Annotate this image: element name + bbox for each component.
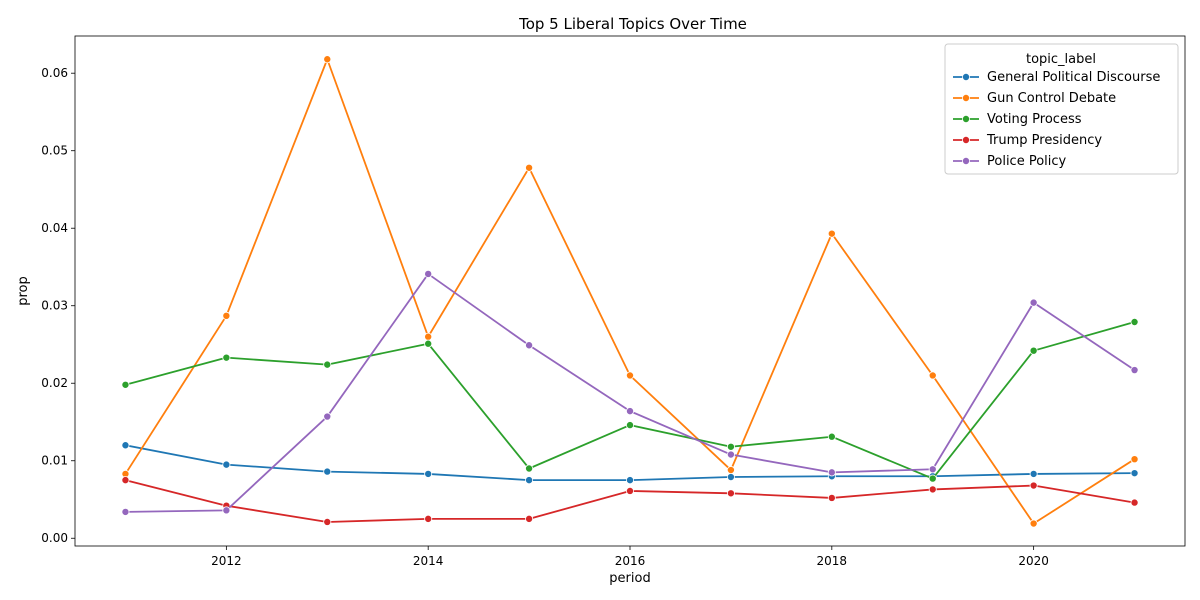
data-point	[928, 485, 937, 494]
x-tick-label: 2020	[1018, 554, 1049, 568]
series-voting-process	[121, 318, 1139, 483]
data-point	[222, 460, 231, 469]
legend: topic_label General Political Discourse G…	[944, 43, 1179, 175]
legend-label: Gun Control Debate	[987, 91, 1116, 106]
axes: 2012 2014 2016 2018 2020 0.00 0.01 0.02 0.03 0.04…	[41, 66, 1049, 568]
legend-item: General Political Discourse	[953, 70, 1160, 85]
data-point	[525, 464, 534, 473]
legend-marker	[962, 135, 971, 144]
series-line	[125, 321, 1135, 480]
data-point	[726, 489, 735, 498]
y-tick-label: 0.00	[41, 531, 68, 545]
series-police-policy	[121, 269, 1139, 516]
data-point	[1029, 346, 1038, 355]
data-point	[726, 450, 735, 459]
series-group	[121, 55, 1139, 528]
y-tick-label: 0.04	[41, 221, 68, 235]
legend-label: Trump Presidency	[986, 133, 1102, 148]
data-point	[121, 380, 130, 389]
data-point	[424, 332, 433, 341]
data-point	[424, 269, 433, 278]
legend-label: General Political Discourse	[987, 70, 1160, 85]
y-tick-label: 0.02	[41, 376, 68, 390]
data-point	[1130, 455, 1139, 464]
legend-marker	[962, 115, 971, 124]
data-point	[827, 432, 836, 441]
data-point	[424, 339, 433, 348]
series-general-political-discourse	[121, 441, 1139, 485]
data-point	[1130, 469, 1139, 478]
data-point	[827, 493, 836, 502]
data-point	[525, 341, 534, 350]
data-point	[525, 163, 534, 172]
x-tick-label: 2012	[211, 554, 242, 568]
y-tick-label: 0.03	[41, 299, 68, 313]
y-tick-label: 0.06	[41, 66, 68, 80]
data-point	[323, 412, 332, 421]
legend-title: topic_label	[1026, 52, 1096, 67]
data-point	[1130, 498, 1139, 507]
legend-marker	[962, 94, 971, 103]
data-point	[1029, 481, 1038, 490]
x-tick-label: 2016	[615, 554, 646, 568]
data-point	[424, 469, 433, 478]
data-point	[222, 506, 231, 515]
series-gun-control-debate	[121, 55, 1139, 528]
x-axis-label: period	[609, 571, 650, 586]
data-point	[121, 476, 130, 485]
data-point	[726, 442, 735, 451]
data-point	[928, 474, 937, 483]
legend-label: Voting Process	[987, 112, 1082, 127]
legend-item: Gun Control Debate	[953, 91, 1116, 106]
plot-frame	[74, 35, 1186, 547]
data-point	[1029, 298, 1038, 307]
data-point	[626, 371, 635, 380]
data-point	[827, 229, 836, 238]
data-point	[525, 514, 534, 523]
chart-title: Top 5 Liberal Topics Over Time	[518, 15, 747, 33]
data-point	[1130, 318, 1139, 327]
series-line	[125, 479, 1135, 523]
legend-item: Trump Presidency	[953, 133, 1102, 148]
data-point	[121, 507, 130, 516]
data-point	[323, 55, 332, 64]
legend-label: Police Policy	[987, 154, 1067, 169]
data-point	[121, 441, 130, 450]
data-point	[1029, 469, 1038, 478]
data-point	[726, 466, 735, 475]
y-tick-label: 0.01	[41, 454, 68, 468]
data-point	[424, 514, 433, 523]
data-point	[525, 476, 534, 485]
data-point	[323, 360, 332, 369]
legend-marker	[962, 73, 971, 82]
y-axis-label: prop	[16, 276, 31, 306]
data-point	[626, 407, 635, 416]
data-point	[222, 311, 231, 320]
x-tick-label: 2018	[817, 554, 848, 568]
data-point	[626, 486, 635, 495]
data-point	[626, 476, 635, 485]
data-point	[323, 467, 332, 476]
data-point	[626, 421, 635, 430]
legend-item: Voting Process	[953, 112, 1082, 127]
data-point	[928, 371, 937, 380]
data-point	[928, 465, 937, 474]
data-point	[222, 353, 231, 362]
y-tick-label: 0.05	[41, 144, 68, 158]
data-point	[323, 517, 332, 526]
data-point	[827, 468, 836, 477]
legend-marker	[962, 156, 971, 165]
x-tick-label: 2014	[413, 554, 444, 568]
data-point	[1029, 519, 1038, 528]
legend-item: Police Policy	[953, 154, 1067, 169]
data-point	[726, 473, 735, 482]
legend-box	[944, 43, 1179, 175]
data-point	[1130, 366, 1139, 375]
